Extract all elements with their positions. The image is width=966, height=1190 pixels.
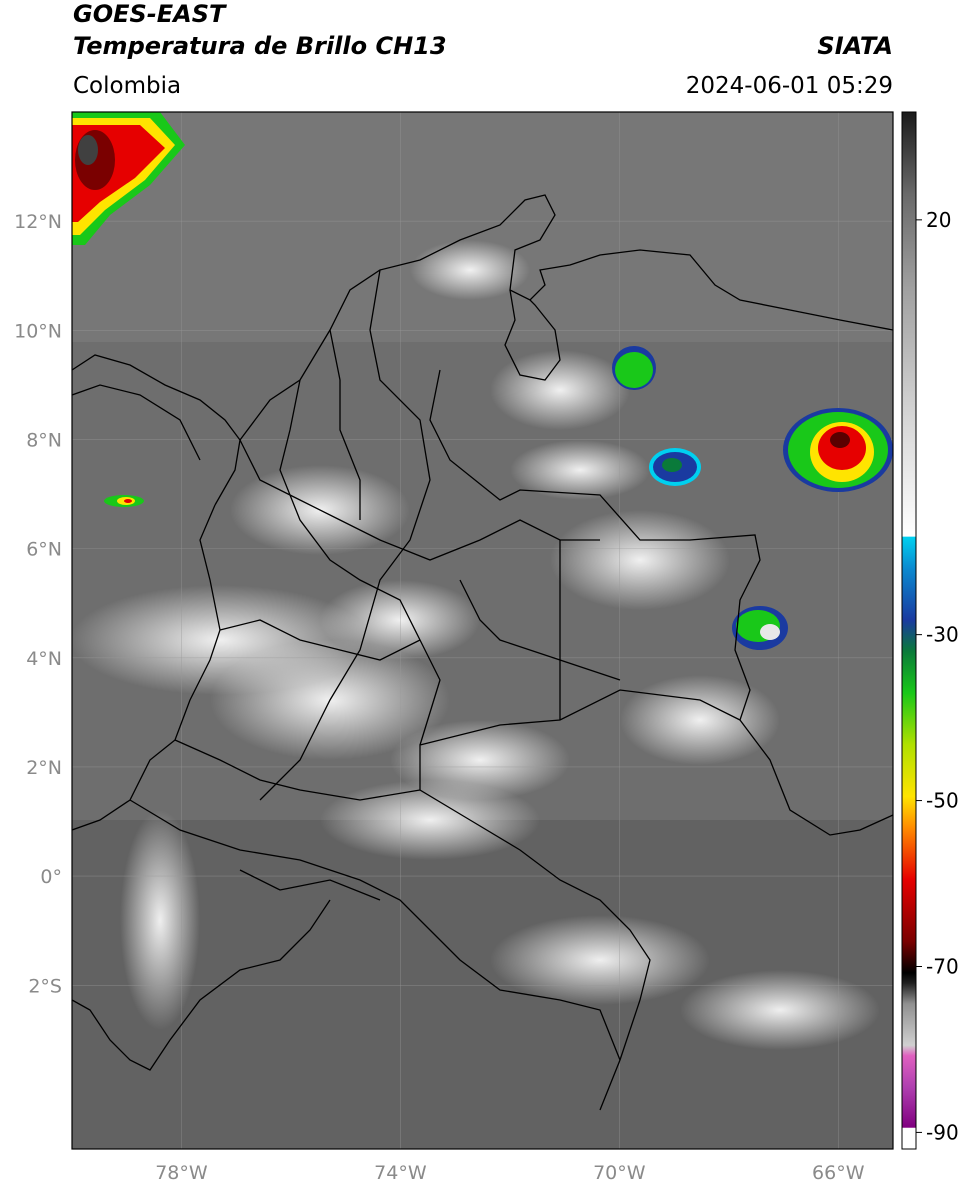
colorbar-scale	[901, 111, 917, 1150]
colorbar-tick-label: -50	[926, 789, 959, 813]
lat-tick-label: 6°N	[26, 539, 62, 561]
colorbar-tick-label: -90	[926, 1120, 959, 1144]
lat-tick-label: 0°	[40, 866, 62, 888]
lon-tick-label: 70°W	[593, 1162, 646, 1184]
colorbar-tick-label: 20	[926, 208, 951, 232]
graticule	[72, 112, 893, 1149]
storm-pacific	[104, 495, 144, 507]
storm-venezuela-east	[783, 408, 893, 492]
datetime-label: 2024-06-01 05:29	[685, 73, 893, 99]
lat-tick-label: 2°S	[28, 975, 62, 997]
region-label: Colombia	[73, 73, 182, 99]
lon-tick-label: 74°W	[374, 1162, 427, 1184]
colorbar: 20 -30 -50 -70 -90	[901, 111, 959, 1150]
borders	[72, 194, 893, 1111]
lat-tick-label: 4°N	[26, 648, 62, 670]
lat-tick-label: 8°N	[26, 429, 62, 451]
colorbar-tick-label: -70	[926, 954, 959, 978]
imagery-layer	[72, 112, 893, 1149]
map-frame	[71, 111, 894, 1150]
lon-tick-label: 78°W	[155, 1162, 208, 1184]
storm-lara	[612, 346, 656, 390]
convective-cells	[72, 112, 893, 650]
product-title: Temperatura de Brillo CH13	[73, 32, 447, 60]
storm-orinoco	[732, 606, 788, 650]
storm-apure	[649, 448, 701, 486]
lat-tick-label: 2°N	[26, 757, 62, 779]
longitude-labels: 78°W 74°W 70°W 66°W	[155, 1162, 864, 1184]
lat-tick-label: 10°N	[14, 320, 62, 342]
lat-tick-label: 12°N	[14, 211, 62, 233]
satellite-title: GOES-EAST	[73, 0, 226, 28]
latitude-labels: 12°N 10°N 8°N 6°N 4°N 2°N 0° 2°S	[14, 211, 62, 997]
organization-label: SIATA	[817, 32, 893, 60]
storm-caribbean-nw	[72, 112, 185, 245]
lon-tick-label: 66°W	[812, 1162, 865, 1184]
colorbar-ticks: 20 -30 -50 -70 -90	[916, 208, 959, 1144]
colorbar-tick-label: -30	[926, 623, 959, 647]
